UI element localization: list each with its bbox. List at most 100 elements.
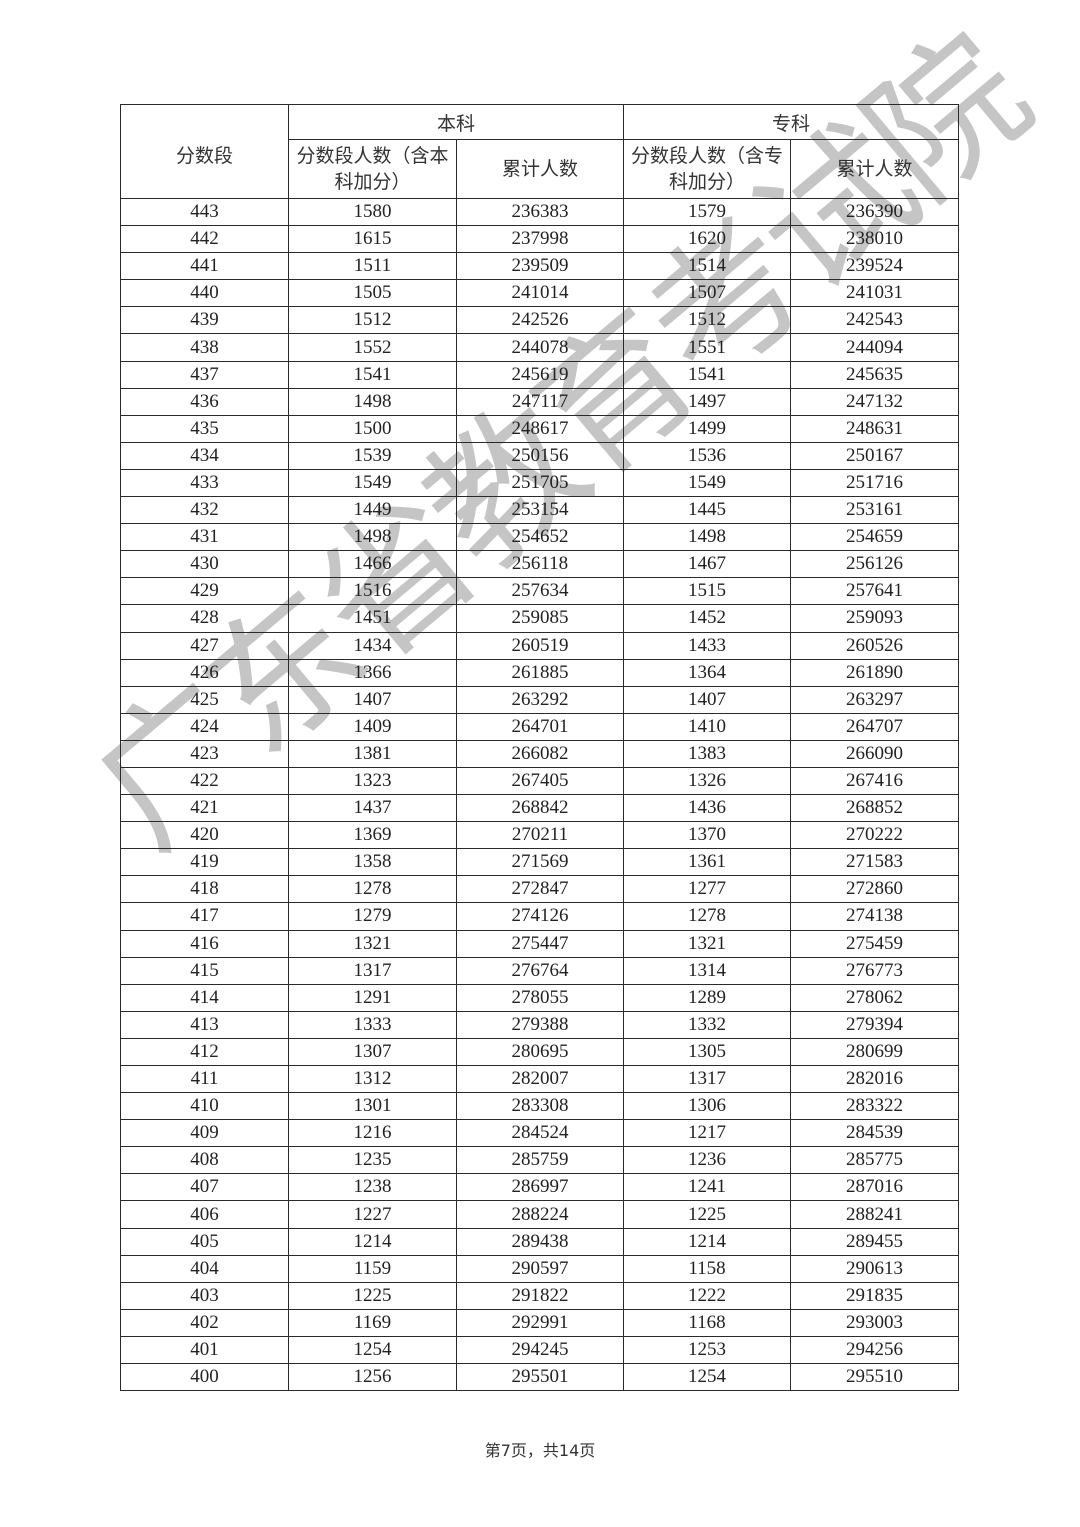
score-band-cell: 415 [120,956,289,985]
score-band-cell: 416 [120,929,289,958]
undergrad-cumulative-cell: 275447 [455,929,625,958]
score-band-cell: 433 [120,468,289,498]
junior-count-cell: 1515 [623,577,792,606]
score-band-cell: 407 [120,1173,289,1202]
header-undergrad: 本科 [287,104,625,140]
score-band-cell: 423 [120,739,289,768]
junior-count-cell: 1551 [623,333,792,362]
header-score-band: 分数段 [120,104,289,199]
score-band-cell: 404 [120,1254,289,1283]
junior-cumulative-cell: 270222 [790,821,960,850]
junior-count-cell: 1467 [623,550,792,579]
junior-cumulative-cell: 242543 [790,306,960,335]
undergrad-count-cell: 1615 [288,225,457,254]
junior-cumulative-cell: 266090 [790,739,960,768]
junior-count-cell: 1241 [623,1173,792,1202]
score-band-cell: 412 [120,1037,289,1067]
junior-cumulative-cell: 239524 [790,252,960,281]
header-junior-cumulative: 累计人数 [790,139,960,199]
undergrad-count-cell: 1369 [288,821,457,850]
table-row: 408 1235 285759 1236 285775 [120,1146,960,1175]
undergrad-cumulative-cell: 250156 [455,441,625,470]
undergrad-count-cell: 1381 [288,739,457,768]
junior-cumulative-cell: 278062 [790,983,960,1012]
junior-cumulative-cell: 251716 [790,468,960,498]
undergrad-count-cell: 1512 [288,306,457,335]
table-row: 406 1227 288224 1225 288241 [120,1200,960,1229]
junior-count-cell: 1497 [623,387,792,416]
undergrad-count-cell: 1466 [288,550,457,579]
undergrad-count-cell: 1580 [288,197,457,227]
undergrad-cumulative-cell: 276764 [455,956,625,985]
undergrad-cumulative-cell: 289438 [455,1227,625,1256]
table-row: 403 1225 291822 1222 291835 [120,1281,960,1310]
undergrad-cumulative-cell: 272847 [455,875,625,904]
junior-count-cell: 1514 [623,252,792,281]
junior-count-cell: 1253 [623,1335,792,1365]
junior-cumulative-cell: 260526 [790,631,960,660]
score-band-cell: 411 [120,1064,289,1094]
table-row: 424 1409 264701 1410 264707 [120,712,960,741]
score-band-cell: 400 [120,1363,289,1392]
score-band-cell: 429 [120,577,289,606]
table-row: 405 1214 289438 1214 289455 [120,1227,960,1256]
undergrad-cumulative-cell: 280695 [455,1037,625,1067]
junior-count-cell: 1541 [623,360,792,389]
undergrad-cumulative-cell: 295501 [455,1363,625,1392]
undergrad-cumulative-cell: 259085 [455,604,625,633]
junior-cumulative-cell: 295510 [790,1363,960,1392]
junior-count-cell: 1361 [623,848,792,877]
undergrad-count-cell: 1549 [288,468,457,498]
junior-cumulative-cell: 282016 [790,1064,960,1094]
junior-count-cell: 1364 [623,658,792,687]
undergrad-count-cell: 1552 [288,333,457,362]
undergrad-cumulative-cell: 247117 [455,387,625,416]
table-row: 413 1333 279388 1332 279394 [120,1010,960,1039]
undergrad-cumulative-cell: 291822 [455,1281,625,1310]
junior-count-cell: 1305 [623,1037,792,1067]
score-band-cell: 409 [120,1119,289,1148]
table-row: 438 1552 244078 1551 244094 [120,333,960,362]
junior-cumulative-cell: 241031 [790,279,960,308]
junior-cumulative-cell: 250167 [790,441,960,470]
junior-cumulative-cell: 267416 [790,766,960,796]
undergrad-count-cell: 1301 [288,1092,457,1121]
junior-cumulative-cell: 276773 [790,956,960,985]
undergrad-count-cell: 1312 [288,1064,457,1094]
junior-count-cell: 1214 [623,1227,792,1256]
undergrad-count-cell: 1216 [288,1119,457,1148]
table-row: 414 1291 278055 1289 278062 [120,983,960,1012]
junior-count-cell: 1225 [623,1200,792,1229]
junior-cumulative-cell: 247132 [790,387,960,416]
undergrad-count-cell: 1256 [288,1363,457,1392]
table-row: 439 1512 242526 1512 242543 [120,306,960,335]
undergrad-cumulative-cell: 283308 [455,1092,625,1121]
junior-cumulative-cell: 253161 [790,496,960,525]
undergrad-count-cell: 1366 [288,658,457,687]
junior-count-cell: 1549 [623,468,792,498]
table-row: 401 1254 294245 1253 294256 [120,1335,960,1365]
header-junior-count: 分数段人数（含专科加分） [623,139,792,199]
undergrad-cumulative-cell: 290597 [455,1254,625,1283]
junior-count-cell: 1370 [623,821,792,850]
junior-cumulative-cell: 257641 [790,577,960,606]
undergrad-count-cell: 1358 [288,848,457,877]
header-undergrad-cumulative: 累计人数 [455,139,625,199]
score-band-cell: 427 [120,631,289,660]
table-row: 416 1321 275447 1321 275459 [120,929,960,958]
table-row: 402 1169 292991 1168 293003 [120,1308,960,1337]
score-band-cell: 443 [120,197,289,227]
table-row: 434 1539 250156 1536 250167 [120,441,960,470]
table-row: 412 1307 280695 1305 280699 [120,1037,960,1067]
undergrad-count-cell: 1437 [288,794,457,823]
undergrad-count-cell: 1307 [288,1037,457,1067]
score-band-cell: 428 [120,604,289,633]
junior-cumulative-cell: 268852 [790,794,960,823]
undergrad-cumulative-cell: 248617 [455,414,625,443]
undergrad-count-cell: 1238 [288,1173,457,1202]
table-row: 421 1437 268842 1436 268852 [120,794,960,823]
junior-cumulative-cell: 254659 [790,523,960,552]
table-row: 428 1451 259085 1452 259093 [120,604,960,633]
junior-count-cell: 1168 [623,1308,792,1337]
score-band-cell: 419 [120,848,289,877]
